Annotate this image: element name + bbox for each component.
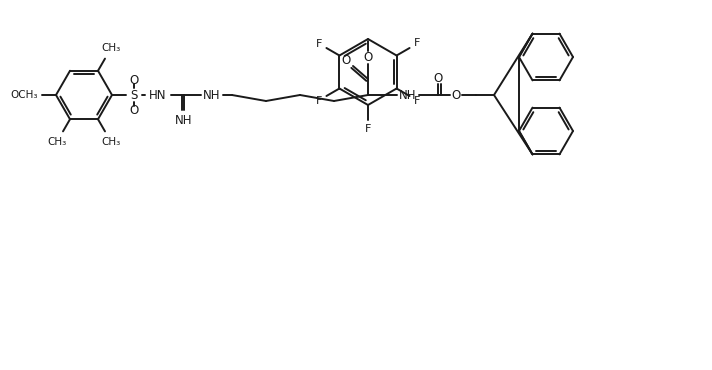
Text: O: O [130,104,139,117]
Text: F: F [414,95,421,105]
Text: S: S [130,88,137,101]
Text: HN: HN [150,88,167,101]
Text: F: F [315,95,322,105]
Text: NH: NH [203,88,221,101]
Text: F: F [365,124,371,134]
Text: O: O [434,71,443,84]
Text: O: O [363,50,372,64]
Text: NH: NH [175,114,193,127]
Text: O: O [341,54,350,67]
Text: O: O [130,74,139,87]
Text: F: F [414,38,421,48]
Text: CH₃: CH₃ [101,43,120,53]
Text: NH: NH [399,88,417,101]
Text: CH₃: CH₃ [48,137,67,147]
Text: OCH₃: OCH₃ [10,90,38,100]
Text: F: F [315,38,322,48]
Text: CH₃: CH₃ [101,137,120,147]
Text: O: O [451,88,461,101]
